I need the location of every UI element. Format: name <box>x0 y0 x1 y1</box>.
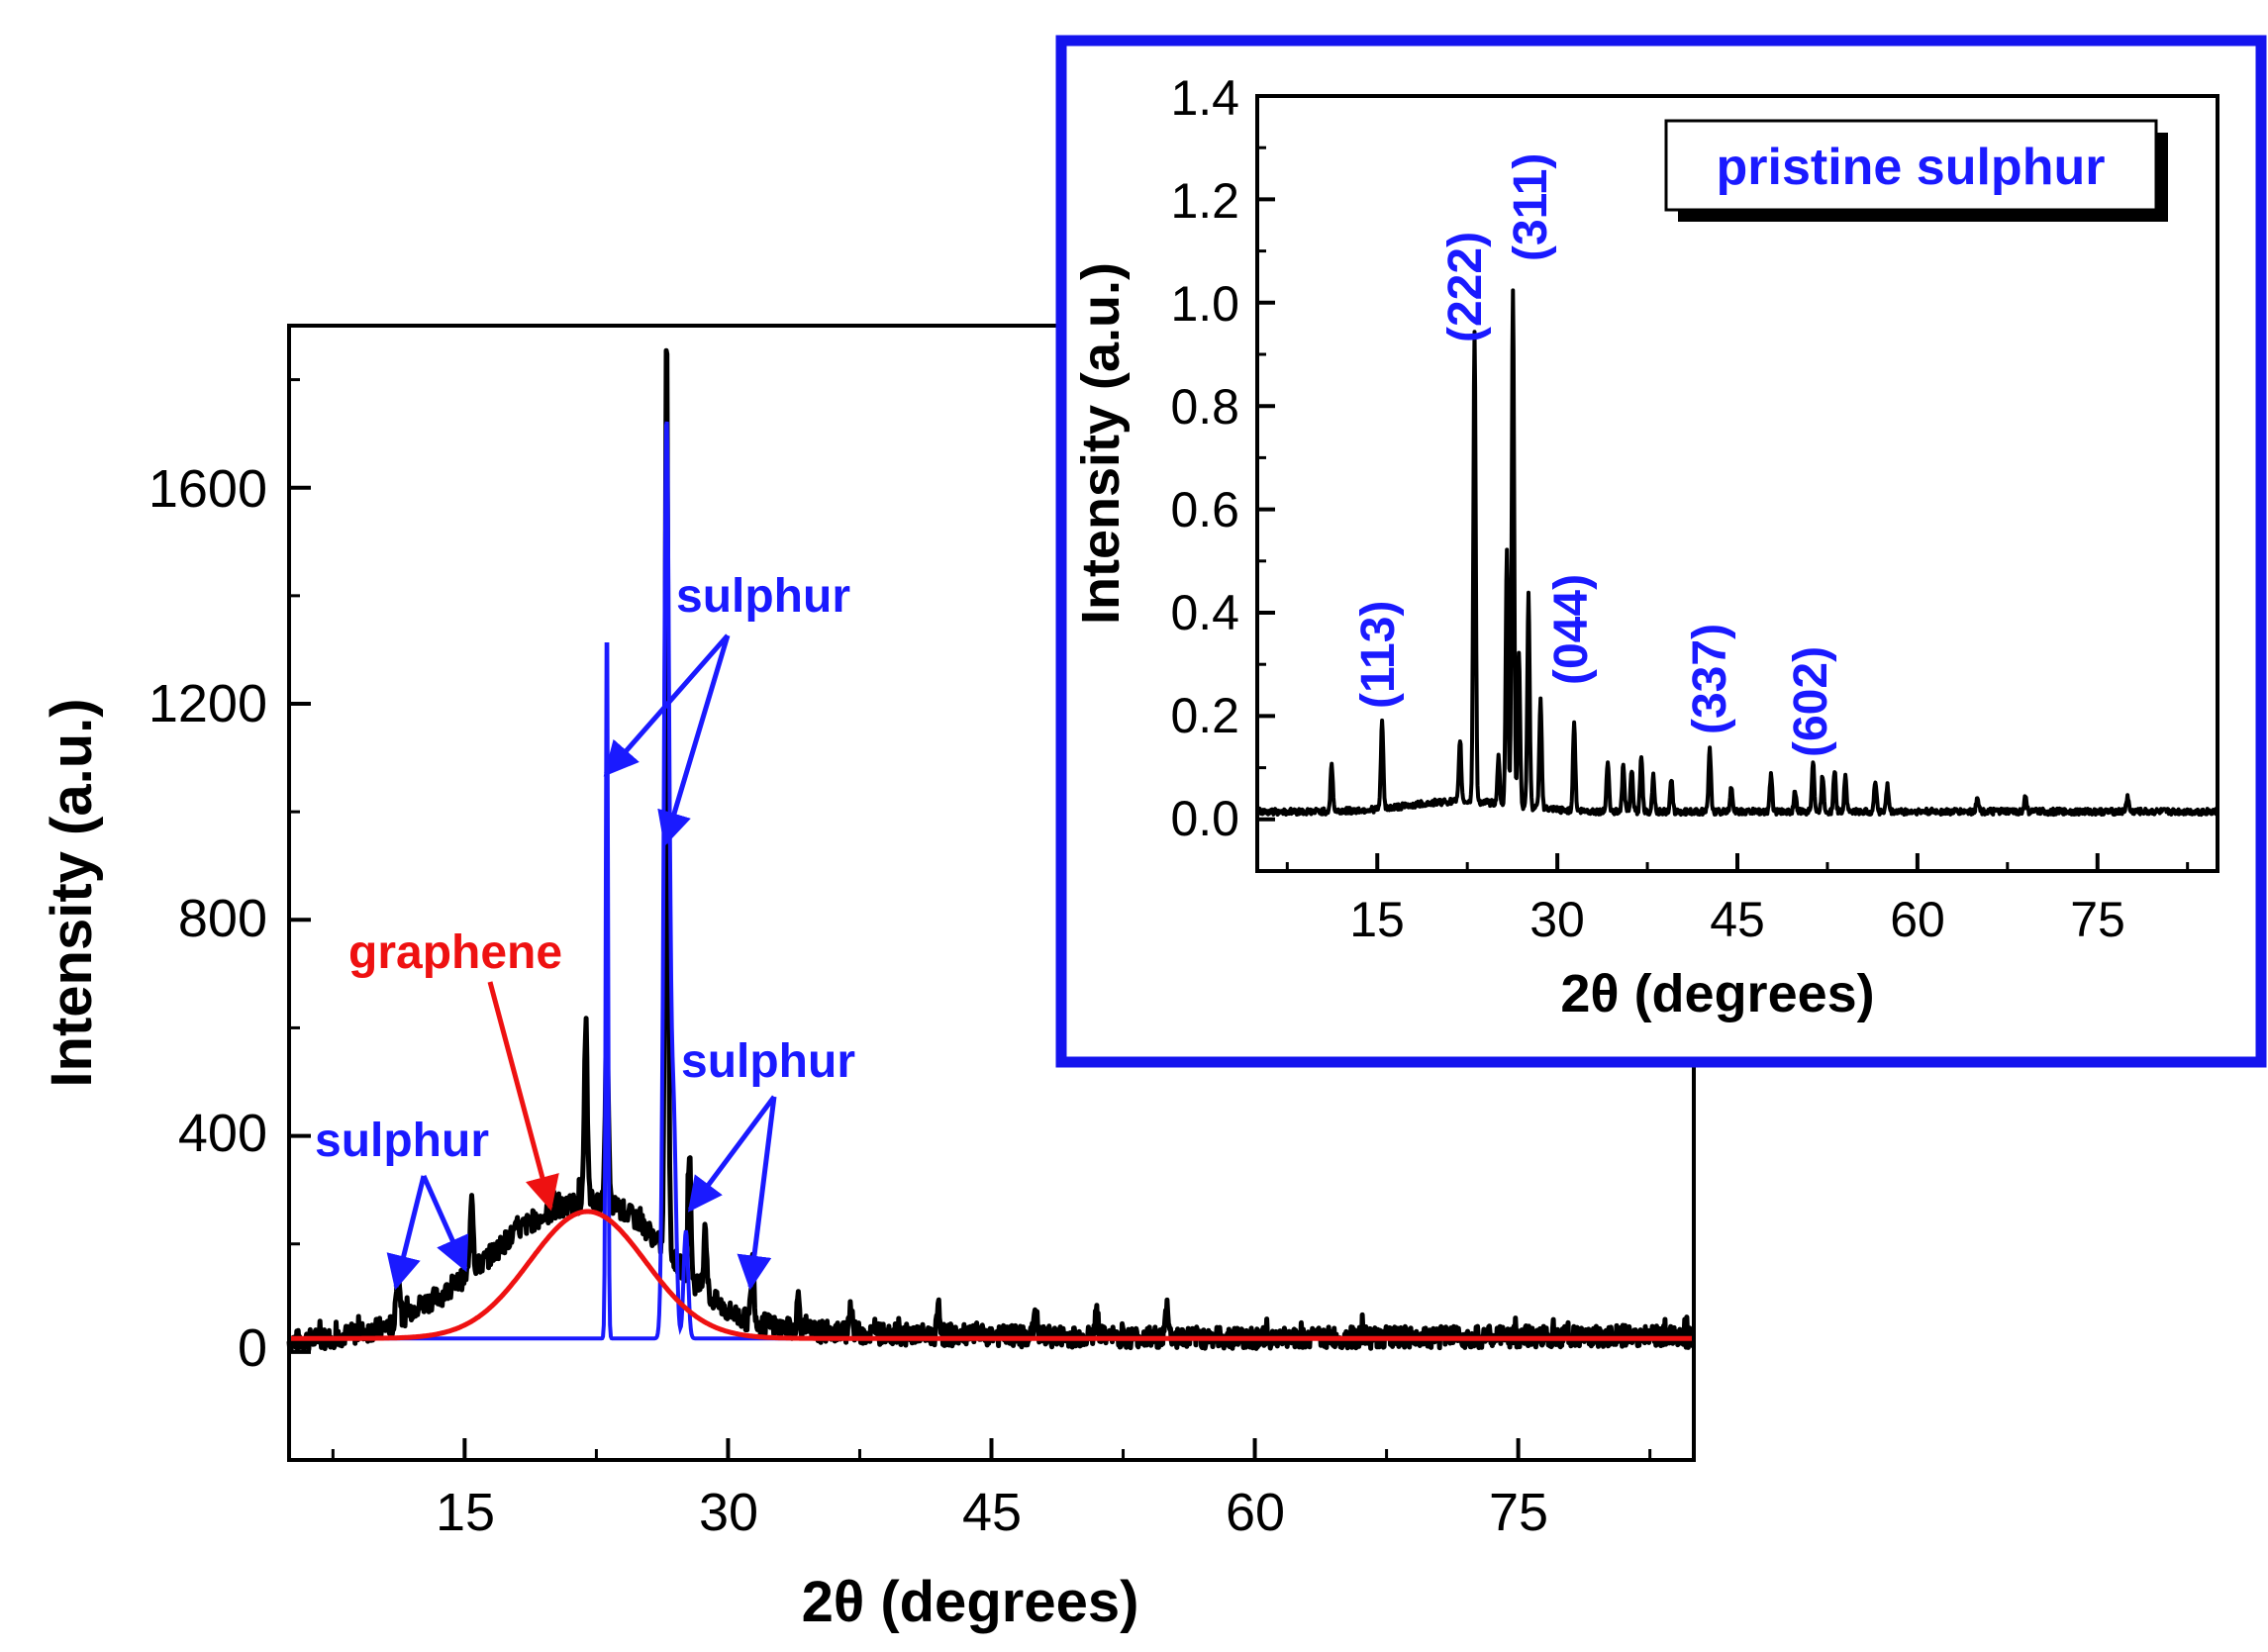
inset-ytick-label: 1.4 <box>1170 70 1239 126</box>
inset-ytick-label: 0.2 <box>1170 688 1239 743</box>
hkl-label: (311) <box>1505 153 1557 261</box>
main-ytick-label: 0 <box>238 1318 267 1378</box>
annotation-arrow <box>386 1175 427 1291</box>
main-y-tick-labels: 0 400 800 1200 1600 <box>148 459 267 1378</box>
graphene-annotation: graphene <box>348 926 562 1212</box>
sulphur-label: sulphur <box>315 1115 489 1167</box>
main-x-tick-labels: 15 30 45 60 75 <box>436 1483 1548 1542</box>
inset-y-tick-labels: 0.0 0.2 0.4 0.6 0.8 1.0 1.2 1.4 <box>1170 70 1239 846</box>
inset-ytick-label: 0.8 <box>1170 379 1239 435</box>
inset-legend: pristine sulphur <box>1664 119 2168 222</box>
annotation-arrow <box>487 981 559 1212</box>
inset-xtick-label: 30 <box>1529 892 1585 947</box>
main-xtick-label: 30 <box>699 1483 758 1542</box>
sulphur-annotation-left: sulphur <box>315 1115 489 1291</box>
inset-y-axis-title: Intensity (a.u.) <box>1071 262 1131 625</box>
inset-chart: 0.0 0.2 0.4 0.6 0.8 1.0 1.2 1.4 15 30 45… <box>1055 35 2267 1068</box>
sulphur-annotation-middle: sulphur <box>681 1035 855 1291</box>
legend-box <box>1664 119 2158 212</box>
hkl-label: (337) <box>1684 624 1736 734</box>
annotation-arrow <box>737 1096 777 1291</box>
main-xtick-label: 75 <box>1489 1483 1548 1542</box>
hkl-labels: (113) (222) (311) (044) (337) (602) <box>1352 153 1837 757</box>
main-chart: 0 400 800 1200 1600 15 30 45 60 75 2θ (d… <box>40 324 1696 1634</box>
inset-ytick-label: 0.0 <box>1170 791 1239 846</box>
main-ytick-label: 800 <box>178 889 267 948</box>
inset-xtick-label: 45 <box>1710 892 1765 947</box>
main-xtick-label: 15 <box>436 1483 495 1542</box>
main-ytick-label: 400 <box>178 1104 267 1163</box>
graphene-fit-trace <box>289 1209 1694 1341</box>
main-y-axis-title: Intensity (a.u.) <box>40 698 104 1087</box>
inset-xtick-label: 75 <box>2070 892 2125 947</box>
annotation-arrow <box>687 1095 777 1213</box>
inset-x-axis-title: 2θ (degrees) <box>1560 964 1874 1023</box>
inset-xtick-label: 60 <box>1890 892 1945 947</box>
sulphur-annotation-upper: sulphur <box>603 570 850 847</box>
inset-x-tick-labels: 15 30 45 60 75 <box>1349 892 2125 947</box>
sulphur-label: sulphur <box>676 570 850 623</box>
inset-ytick-label: 1.2 <box>1170 173 1239 229</box>
inset-ytick-label: 0.6 <box>1170 482 1239 537</box>
inset-ytick-label: 1.0 <box>1170 276 1239 332</box>
annotation-arrow <box>657 634 731 847</box>
experimental-trace <box>286 347 1696 1353</box>
hkl-label: (222) <box>1439 232 1492 342</box>
hkl-label: (113) <box>1352 601 1405 709</box>
hkl-label: (602) <box>1785 646 1837 757</box>
inset-ytick-label: 0.4 <box>1170 585 1239 640</box>
main-xtick-label: 45 <box>962 1483 1022 1542</box>
main-ytick-label: 1200 <box>148 674 267 733</box>
main-x-axis-title: 2θ (degrees) <box>802 1570 1139 1634</box>
inset-xtick-label: 15 <box>1349 892 1405 947</box>
sulphur-label: sulphur <box>681 1035 855 1088</box>
annotation-arrow <box>421 1174 469 1273</box>
graphene-label: graphene <box>348 926 562 979</box>
main-ytick-label: 1600 <box>148 459 267 519</box>
hkl-label: (044) <box>1545 574 1598 685</box>
annotation-arrow <box>603 633 730 777</box>
pristine-sulphur-trace <box>1255 288 2219 818</box>
inset-plot-frame <box>1255 94 2219 873</box>
main-xtick-label: 60 <box>1226 1483 1285 1542</box>
main-plot-area <box>286 347 1696 1353</box>
legend-text: pristine sulphur <box>1717 139 2106 196</box>
